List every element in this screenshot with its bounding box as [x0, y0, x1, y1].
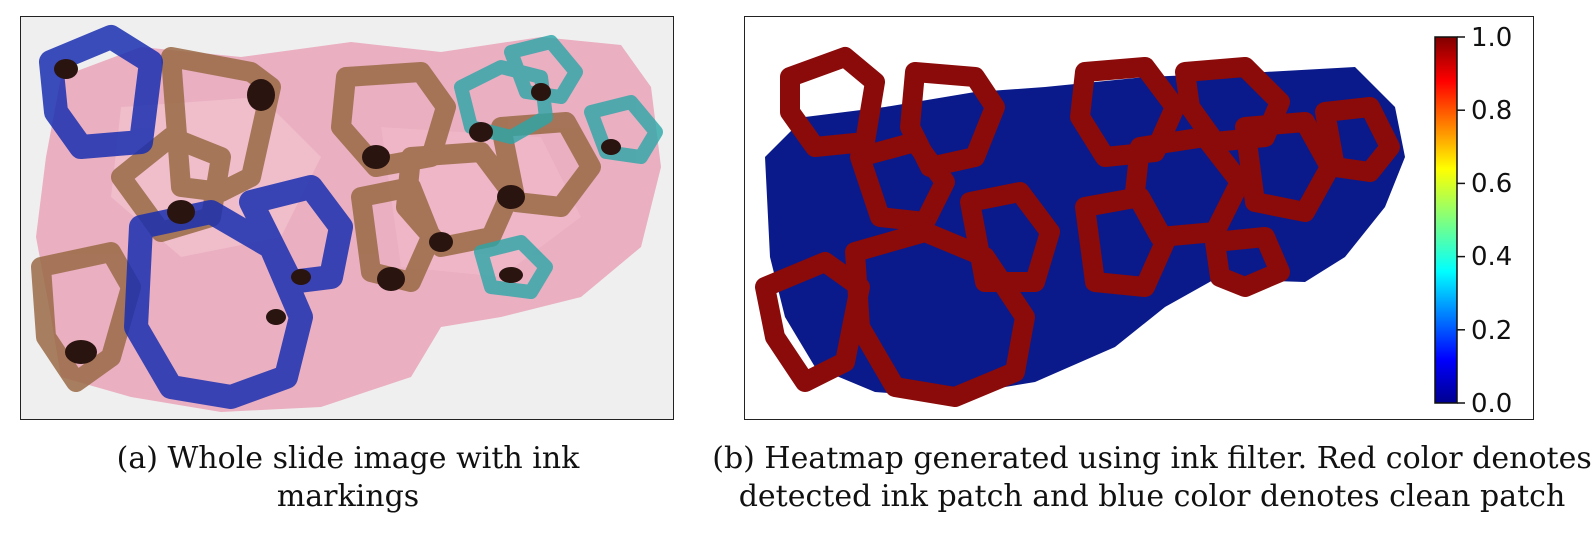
colorbar-tick-label: 1.0 — [1471, 23, 1512, 53]
colorbar-tick-label: 0.2 — [1471, 316, 1512, 346]
ink-patch-region — [755, 47, 1400, 407]
caption-a: (a) Whole slide image with ink markings — [116, 441, 580, 514]
colorbar-tick-label: 0.8 — [1471, 96, 1512, 126]
heatmap-plot: 1.0 0.8 0.6 0.4 0.2 0.0 — [755, 23, 1512, 419]
blue-ink-markings — [39, 25, 353, 409]
dark-ink-spots — [54, 59, 621, 364]
colorbar-tick-label: 0.6 — [1471, 169, 1512, 199]
colorbar-ticks — [1457, 36, 1465, 404]
colorbar-tick-label: 0.0 — [1471, 389, 1512, 419]
colorbar — [1434, 36, 1458, 404]
slide-illustration — [31, 25, 663, 412]
caption-b: (b) Heatmap generated using ink filter. … — [712, 441, 1592, 514]
colorbar-tick-label: 0.4 — [1471, 242, 1512, 272]
whole-slide-image — [20, 16, 674, 420]
ink-heatmap: 1.0 0.8 0.6 0.4 0.2 0.0 — [744, 16, 1534, 420]
